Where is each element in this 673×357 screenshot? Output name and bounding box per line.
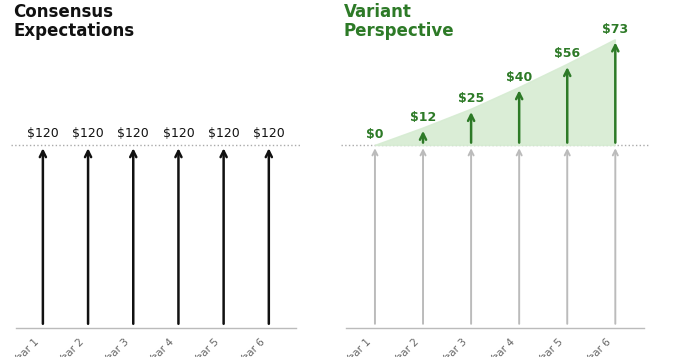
Text: $12: $12	[410, 111, 436, 124]
Text: $120: $120	[117, 127, 149, 140]
Text: Year 6: Year 6	[237, 337, 267, 357]
Text: Year 5: Year 5	[535, 337, 565, 357]
Text: Year 3: Year 3	[439, 337, 468, 357]
Text: Year 1: Year 1	[11, 337, 40, 357]
Text: Year 4: Year 4	[487, 337, 517, 357]
Text: $40: $40	[506, 71, 532, 84]
Text: $25: $25	[458, 92, 485, 105]
Text: Year 4: Year 4	[147, 337, 176, 357]
Text: $120: $120	[253, 127, 285, 140]
Text: Year 1: Year 1	[343, 337, 373, 357]
Text: $120: $120	[163, 127, 194, 140]
Polygon shape	[375, 40, 615, 145]
Text: Year 3: Year 3	[102, 337, 131, 357]
Text: Year 2: Year 2	[57, 337, 85, 357]
Text: $73: $73	[602, 23, 629, 36]
Text: Year 2: Year 2	[391, 337, 421, 357]
Text: Year 6: Year 6	[583, 337, 613, 357]
Text: $0: $0	[366, 129, 384, 141]
Text: $120: $120	[208, 127, 240, 140]
Text: $120: $120	[72, 127, 104, 140]
Text: $56: $56	[554, 47, 580, 60]
Text: Perspective: Perspective	[344, 22, 454, 40]
Text: Variant: Variant	[344, 2, 412, 21]
Text: Consensus: Consensus	[13, 2, 114, 21]
Text: Expectations: Expectations	[13, 22, 135, 40]
Text: $120: $120	[27, 127, 59, 140]
Text: Year 5: Year 5	[192, 337, 221, 357]
